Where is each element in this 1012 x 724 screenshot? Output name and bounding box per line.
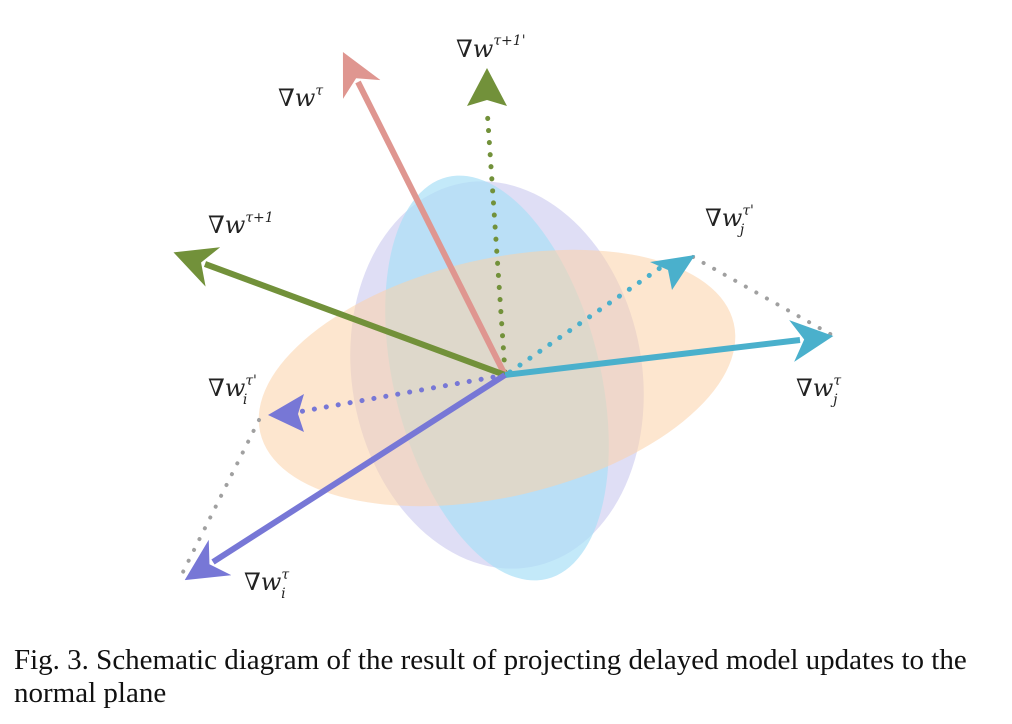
label-grad-wj-tau-prime: ∇wτ' j — [705, 203, 754, 238]
purple-dotted-arrowhead — [268, 394, 304, 432]
green-dotted-arrowhead — [467, 68, 507, 106]
purple-projection-dotted — [295, 372, 508, 415]
teal-dotted-arrowhead — [650, 255, 695, 290]
label-grad-w-tau-plus-1: ∇wτ+1 — [208, 210, 274, 239]
green-projection-dotted — [484, 105, 508, 375]
label-grad-w-tau: ∇wτ — [278, 83, 323, 112]
red-arrow — [342, 51, 508, 377]
label-grad-wi-tau-prime: ∇wτ' i — [208, 373, 257, 408]
label-grad-w-tau-plus-1-prime: ∇wτ+1' — [456, 33, 526, 63]
purple-arrow — [184, 372, 507, 581]
projection-diagram: ∇wτ ∇wτ+1' ∇wτ+1 ∇wτ' j ∇wτ j ∇wτ' i ∇wτ i — [173, 33, 841, 602]
figure-caption: Fig. 3. Schematic diagram of the result … — [14, 644, 967, 709]
green-arrow — [173, 247, 507, 378]
label-grad-wj-tau: ∇wτ j — [796, 373, 841, 408]
label-grad-wi-tau: ∇wτ i — [244, 567, 289, 602]
teal-arrow — [504, 320, 834, 378]
